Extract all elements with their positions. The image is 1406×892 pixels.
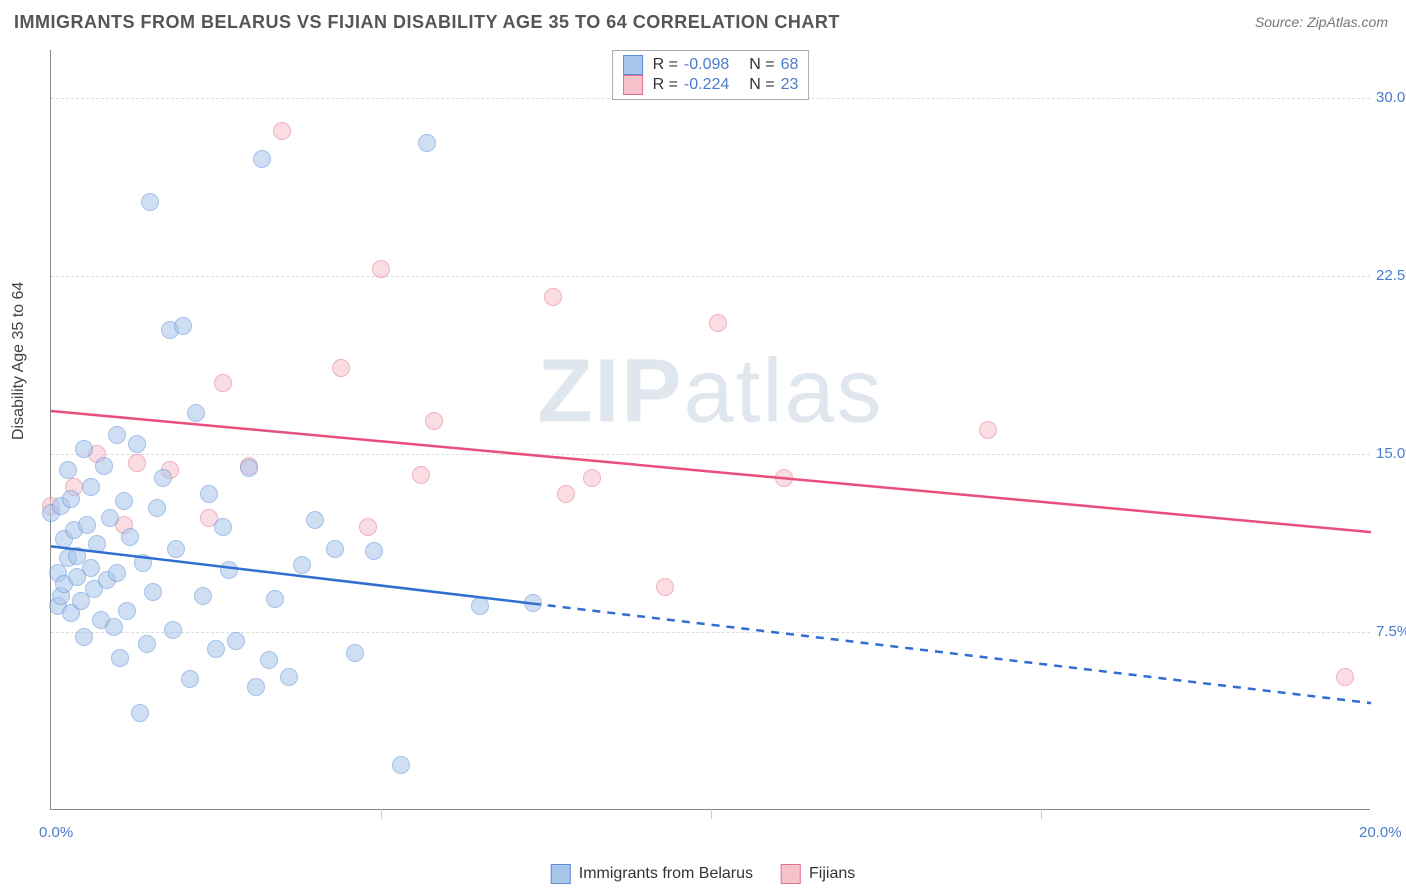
legend-row-series1: R = -0.098 N = 68	[623, 55, 799, 75]
chart-title: IMMIGRANTS FROM BELARUS VS FIJIAN DISABI…	[14, 12, 840, 33]
legend-swatch-series2	[623, 75, 643, 95]
tick-mark-v	[1041, 809, 1042, 819]
legend-swatch-bottom-2	[781, 864, 801, 884]
legend-swatch-series1	[623, 55, 643, 75]
y-axis-label: Disability Age 35 to 64	[10, 282, 28, 440]
tick-mark-v	[711, 809, 712, 819]
chart-plot-area: ZIPatlas R = -0.098 N = 68 R = -0.224 N …	[50, 50, 1370, 810]
legend-item-series1: Immigrants from Belarus	[551, 864, 753, 884]
y-tick-label: 7.5%	[1376, 623, 1406, 640]
trend-lines	[51, 50, 1371, 810]
legend-label-series1: Immigrants from Belarus	[579, 865, 753, 883]
correlation-legend: R = -0.098 N = 68 R = -0.224 N = 23	[612, 50, 810, 100]
y-tick-label: 30.0%	[1376, 89, 1406, 106]
legend-swatch-bottom-1	[551, 864, 571, 884]
x-tick-label: 20.0%	[1359, 824, 1402, 841]
legend-row-series2: R = -0.224 N = 23	[623, 75, 799, 95]
y-tick-label: 15.0%	[1376, 445, 1406, 462]
tick-mark-v	[381, 809, 382, 819]
legend-label-series2: Fijians	[809, 865, 855, 883]
source-label: Source: ZipAtlas.com	[1255, 14, 1388, 30]
x-tick-label: 0.0%	[39, 824, 73, 841]
series-legend: Immigrants from Belarus Fijians	[551, 864, 856, 884]
y-tick-label: 22.5%	[1376, 267, 1406, 284]
legend-item-series2: Fijians	[781, 864, 855, 884]
